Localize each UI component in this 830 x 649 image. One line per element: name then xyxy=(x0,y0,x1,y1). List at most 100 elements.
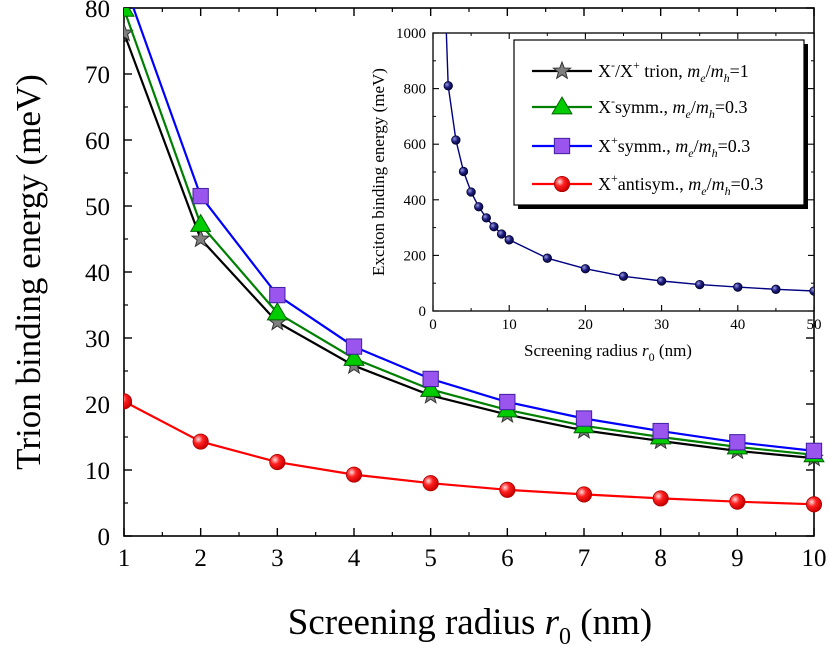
main-series-point-3 xyxy=(124,393,133,410)
main-series-point-1 xyxy=(419,378,442,397)
inset-series-point xyxy=(504,235,514,245)
main-series-point-1 xyxy=(343,347,365,366)
inset-series xyxy=(443,33,814,296)
inset-x-tick-label: 30 xyxy=(654,317,669,333)
main-x-tick-label: 1 xyxy=(118,545,131,572)
main-series-point-3 xyxy=(729,493,746,510)
main-series-point-2 xyxy=(192,187,209,205)
main-x-tick-label: 5 xyxy=(424,545,437,572)
main-series-point-3 xyxy=(422,475,439,492)
main-x-tick-label: 9 xyxy=(731,545,744,572)
legend-label-2: X+symm., me/mh=0.3 xyxy=(598,133,750,160)
main-series-line-3 xyxy=(124,400,815,506)
inset-series-point xyxy=(481,213,491,223)
inset-series-point xyxy=(466,187,476,197)
main-series-point-3 xyxy=(345,466,363,483)
inset-y-tick-label: 0 xyxy=(419,304,427,320)
main-series-point-2 xyxy=(805,442,823,460)
inset-x-tick-label: 20 xyxy=(578,317,593,333)
inset-axis-tick-labels: 0 10 20 30 40 50 0 200 400 600 800 1000 xyxy=(396,26,822,333)
main-axis-ticks xyxy=(123,7,815,537)
main-series xyxy=(124,8,825,513)
main-series-point-2 xyxy=(575,410,593,427)
legend-marker-2 xyxy=(553,137,571,155)
main-x-tick-label: 7 xyxy=(578,545,591,572)
inset-series-point xyxy=(489,222,499,232)
legend-marker-0 xyxy=(552,60,572,80)
main-y-tick-label: 30 xyxy=(85,326,110,353)
inset-y-tick-label: 200 xyxy=(404,248,427,264)
main-y-tick-label: 40 xyxy=(85,260,110,287)
inset-y-axis-title-text: Exciton binding energy (meV) xyxy=(369,68,388,276)
main-x-tick-label: 10 xyxy=(802,545,827,572)
main-series-point-2 xyxy=(269,286,286,304)
main-series-point-2 xyxy=(652,422,669,440)
main-series-line-1 xyxy=(124,8,815,456)
main-series-point-3 xyxy=(269,454,286,471)
inset-series-point xyxy=(580,264,591,274)
inset-y-tick-label: 800 xyxy=(404,82,427,98)
legend-label-3: X+antisym., me/mh=0.3 xyxy=(598,171,763,198)
legend-marker-3 xyxy=(553,175,571,193)
main-y-tick-label: 20 xyxy=(85,392,110,419)
main-x-tick-label: 6 xyxy=(501,545,514,572)
main-y-axis-title: Trion binding energy (meV) xyxy=(9,74,48,470)
legend-marker-1 xyxy=(551,96,573,115)
main-y-tick-label: 80 xyxy=(85,0,110,23)
main-y-tick-label: 60 xyxy=(85,128,110,155)
inset-series-point xyxy=(474,202,484,212)
main-series-point-2 xyxy=(499,393,516,411)
legend-label-0: X-/X+ trion, me/mh=1 xyxy=(598,58,749,85)
inset-series-point xyxy=(695,279,705,290)
inset-axis-ticks xyxy=(432,32,815,312)
inset-series-point xyxy=(618,271,629,281)
legend: X-/X+ trion, me/mh=1 X-symm., me/mh=0.3 X+… xyxy=(513,39,808,209)
main-series-point-3 xyxy=(192,433,209,450)
main-series-point-3 xyxy=(575,486,593,503)
main-x-tick-label: 4 xyxy=(348,545,361,572)
inset-series-point xyxy=(458,166,469,177)
inset-series-point xyxy=(443,81,453,91)
inset-series-point xyxy=(656,276,667,286)
main-y-axis-title-text: Trion binding energy (meV) xyxy=(9,74,48,470)
inset-y-tick-label: 1000 xyxy=(396,26,426,42)
inset-series-line xyxy=(445,33,814,292)
inset-series-point xyxy=(771,284,781,294)
inset-x-tick-label: 40 xyxy=(730,317,745,333)
main-x-axis-title: Screening radius r0 (nm) xyxy=(288,602,652,649)
main-series-point-0 xyxy=(190,228,211,248)
inset-series-point xyxy=(496,229,507,239)
main-series-point-3 xyxy=(499,481,516,498)
inset-y-axis-title: Exciton binding energy (meV) xyxy=(369,68,388,276)
main-series-point-1 xyxy=(124,8,135,17)
inset-y-tick-label: 600 xyxy=(404,137,427,153)
main-x-tick-label: 2 xyxy=(194,545,207,572)
inset-x-tick-label: 10 xyxy=(502,317,517,333)
legend-label-1: X-symm., me/mh=0.3 xyxy=(598,94,748,121)
main-x-tick-label: 8 xyxy=(654,545,667,572)
main-x-tick-label: 3 xyxy=(271,545,284,572)
main-y-tick-label: 0 xyxy=(98,524,111,551)
inset-series-point xyxy=(542,253,552,263)
main-series-point-2 xyxy=(422,370,439,388)
main-y-tick-label: 10 xyxy=(85,458,110,485)
main-y-tick-label: 70 xyxy=(85,62,110,89)
inset-x-tick-label: 50 xyxy=(807,317,822,333)
inset-series-point xyxy=(733,282,743,292)
main-series-line-2 xyxy=(132,8,815,452)
main-series-point-3 xyxy=(805,496,823,513)
inset-x-axis-title: Screening radius r0 (nm) xyxy=(524,341,692,364)
main-series-point-3 xyxy=(652,490,669,507)
inset-x-tick-label: 0 xyxy=(429,317,437,333)
legend-entries: X-/X+ trion, me/mh=1 X-symm., me/mh=0.3 X+… xyxy=(532,58,763,198)
inset-y-tick-label: 400 xyxy=(404,193,427,209)
main-series-point-1 xyxy=(189,213,212,232)
main-axis-tick-labels: 1 2 3 4 5 6 7 8 9 10 0 10 20 30 40 50 60 70 80 xyxy=(85,0,827,572)
main-series-line-0 xyxy=(124,32,815,460)
main-series-point-2 xyxy=(729,434,746,451)
inset-series-point xyxy=(451,135,461,145)
main-series-point-1 xyxy=(266,302,289,321)
main-series-point-2 xyxy=(345,338,363,355)
inset-series-point xyxy=(809,286,814,296)
